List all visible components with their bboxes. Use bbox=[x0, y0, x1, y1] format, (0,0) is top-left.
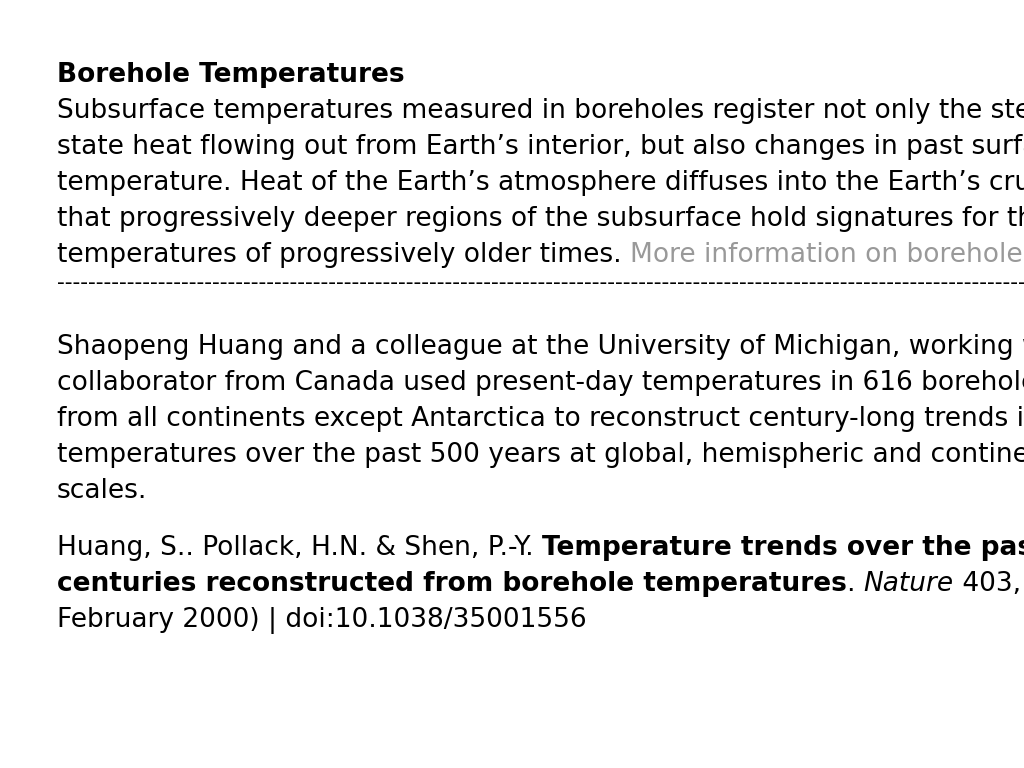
Text: from all continents except Antarctica to reconstruct century-long trends in: from all continents except Antarctica to… bbox=[57, 406, 1024, 432]
Text: temperatures of progressively older times.: temperatures of progressively older time… bbox=[57, 242, 630, 268]
Text: More information on boreholes >: More information on boreholes > bbox=[630, 242, 1024, 268]
Text: that progressively deeper regions of the subsurface hold signatures for the: that progressively deeper regions of the… bbox=[57, 206, 1024, 232]
Text: Shaopeng Huang and a colleague at the University of Michigan, working with a: Shaopeng Huang and a colleague at the Un… bbox=[57, 334, 1024, 359]
Text: collaborator from Canada used present-day temperatures in 616 boreholes: collaborator from Canada used present-da… bbox=[57, 370, 1024, 396]
Text: Huang, S.. Pollack, H.N. & Shen, P.-Y.: Huang, S.. Pollack, H.N. & Shen, P.-Y. bbox=[57, 535, 542, 561]
Text: state heat flowing out from Earth’s interior, but also changes in past surface: state heat flowing out from Earth’s inte… bbox=[57, 134, 1024, 160]
Text: Subsurface temperatures measured in boreholes register not only the steady: Subsurface temperatures measured in bore… bbox=[57, 98, 1024, 124]
Text: Borehole Temperatures: Borehole Temperatures bbox=[57, 62, 404, 88]
Text: Temperature trends over the past five: Temperature trends over the past five bbox=[542, 535, 1024, 561]
Text: scales.: scales. bbox=[57, 478, 147, 504]
Text: centuries reconstructed from borehole temperatures: centuries reconstructed from borehole te… bbox=[57, 571, 847, 598]
Text: temperatures over the past 500 years at global, hemispheric and continental: temperatures over the past 500 years at … bbox=[57, 442, 1024, 468]
Text: February 2000) | doi:10.1038/35001556: February 2000) | doi:10.1038/35001556 bbox=[57, 607, 587, 634]
Text: --------------------------------------------------------------------------------: ----------------------------------------… bbox=[57, 273, 1024, 293]
Text: .: . bbox=[847, 571, 864, 598]
Text: Nature: Nature bbox=[864, 571, 954, 598]
Text: 403, 756-758 (17: 403, 756-758 (17 bbox=[954, 571, 1024, 598]
Text: temperature. Heat of the Earth’s atmosphere diffuses into the Earth’s crust such: temperature. Heat of the Earth’s atmosph… bbox=[57, 170, 1024, 196]
